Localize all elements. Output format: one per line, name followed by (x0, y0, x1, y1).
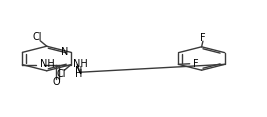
Text: N: N (75, 66, 82, 76)
Text: N: N (61, 47, 69, 57)
Text: F: F (193, 59, 198, 69)
Text: Cl: Cl (56, 69, 66, 79)
Text: NH: NH (40, 59, 54, 69)
Text: H: H (75, 69, 82, 79)
Text: NH: NH (73, 59, 88, 69)
Text: Cl: Cl (32, 32, 42, 42)
Text: O: O (52, 77, 60, 87)
Text: F: F (200, 33, 206, 43)
